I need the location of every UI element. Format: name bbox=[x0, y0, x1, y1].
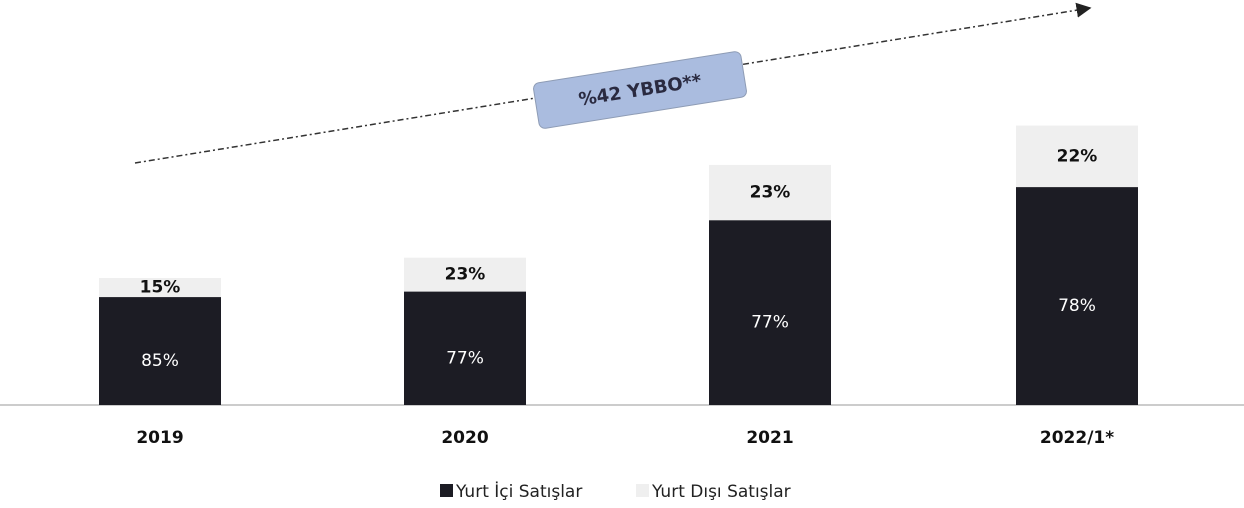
value-label: 85% bbox=[141, 351, 179, 371]
value-label: 78% bbox=[1058, 296, 1096, 316]
legend-swatch bbox=[636, 484, 649, 497]
bar-segment bbox=[99, 278, 221, 298]
bar-segment bbox=[709, 164, 831, 221]
annotation-bg bbox=[533, 51, 747, 129]
value-label: 77% bbox=[751, 313, 789, 333]
x-tick-label: 2021 bbox=[746, 428, 793, 448]
bar-segment bbox=[404, 291, 526, 405]
bar-segment bbox=[1016, 187, 1138, 405]
bar-segment bbox=[404, 257, 526, 292]
bar-segment bbox=[99, 297, 221, 405]
value-label: 23% bbox=[750, 183, 791, 203]
value-label: 22% bbox=[1057, 146, 1098, 166]
x-tick-label: 2022/1* bbox=[1040, 428, 1114, 448]
legend-label: Yurt İçi Satışlar bbox=[455, 481, 582, 502]
value-label: 23% bbox=[445, 265, 486, 285]
value-label: 15% bbox=[140, 278, 181, 298]
x-tick-label: 2020 bbox=[441, 428, 488, 448]
legend-label: Yurt Dışı Satışlar bbox=[651, 482, 791, 502]
legend-swatch bbox=[440, 484, 453, 497]
bar-segment bbox=[1016, 125, 1138, 188]
annotation-box: %42 YBBO** bbox=[533, 51, 747, 129]
value-label: 77% bbox=[446, 348, 484, 368]
x-tick-label: 2019 bbox=[136, 428, 183, 448]
bar-segment bbox=[709, 220, 831, 405]
